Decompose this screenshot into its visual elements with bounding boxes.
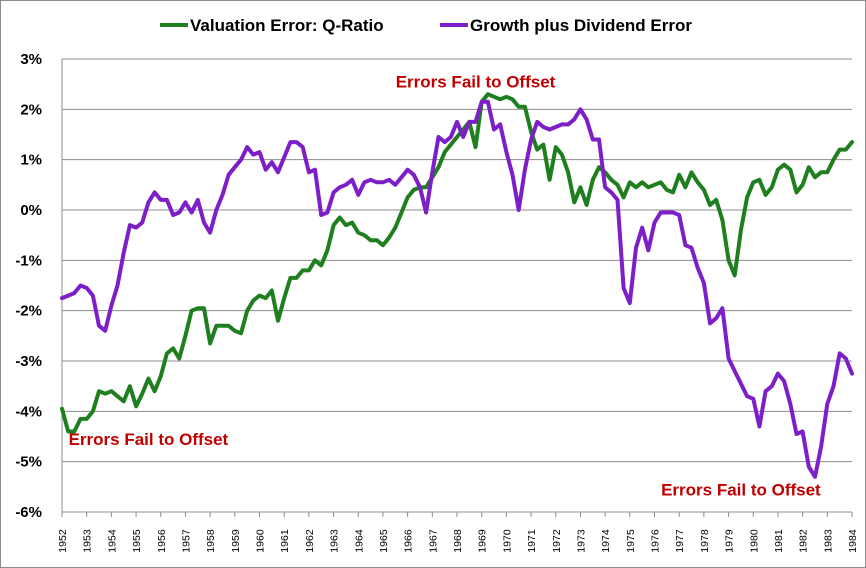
x-tick-label: 1966 — [403, 529, 415, 553]
y-tick-label: -1% — [15, 252, 42, 269]
x-tick-label: 1981 — [773, 529, 785, 553]
x-tick-label: 1952 — [57, 529, 69, 553]
x-tick-label: 1954 — [106, 529, 118, 553]
series-line-valuation-error — [60, 92, 854, 434]
x-tick-label: 1969 — [477, 529, 489, 553]
x-tick-label: 1983 — [822, 529, 834, 553]
x-tick-label: 1972 — [551, 529, 563, 553]
x-tick-label: 1953 — [82, 529, 94, 553]
series-line-growth-dividend-error — [60, 99, 854, 479]
x-tick-label: 1971 — [526, 529, 538, 553]
y-tick-label: -2% — [15, 303, 42, 320]
annotation-label: Errors Fail to Offset — [396, 73, 556, 92]
x-tick-label: 1980 — [748, 529, 760, 553]
x-tick-label: 1978 — [699, 529, 711, 553]
x-tick-label: 1982 — [798, 529, 810, 553]
y-axis-tick-labels: 3% 2% 1% 0% -1% -2% -3% -4% -5% -6% — [15, 51, 42, 521]
x-tick-label: 1961 — [279, 529, 291, 553]
x-tick-label: 1968 — [452, 529, 464, 553]
x-tick-label: 1975 — [625, 529, 637, 553]
y-tick-label: 2% — [20, 101, 42, 118]
x-tick-label: 1958 — [205, 529, 217, 553]
x-tick-label: 1967 — [427, 529, 439, 553]
annotations: Errors Fail to Offset Errors Fail to Offs… — [69, 73, 821, 500]
annotation-label: Errors Fail to Offset — [661, 480, 821, 499]
x-tick-label: 1973 — [575, 529, 587, 553]
annotation-label: Errors Fail to Offset — [69, 430, 229, 449]
y-tick-label: 3% — [20, 51, 42, 68]
x-tick-label: 1962 — [304, 529, 316, 553]
x-tick-label: 1965 — [378, 529, 390, 553]
y-tick-label: 1% — [20, 152, 42, 169]
x-tick-label: 1979 — [724, 529, 736, 553]
x-tick-label: 1984 — [847, 529, 859, 553]
legend: Valuation Error: Q-Ratio Growth plus Divi… — [160, 16, 692, 35]
x-tick-label: 1974 — [600, 529, 612, 553]
x-tick-label: 1970 — [501, 529, 513, 553]
series-lines — [60, 92, 854, 479]
legend-label: Growth plus Dividend Error — [470, 16, 692, 35]
x-tick-label: 1964 — [353, 529, 365, 553]
x-tick-label: 1976 — [650, 529, 662, 553]
x-tick-label: 1963 — [329, 529, 341, 553]
x-tick-label: 1957 — [180, 529, 192, 553]
axes — [61, 59, 853, 517]
x-tick-label: 1960 — [255, 529, 267, 553]
y-tick-label: -6% — [15, 504, 42, 521]
y-tick-label: -3% — [15, 353, 42, 370]
x-tick-label: 1959 — [230, 529, 242, 553]
x-tick-label: 1955 — [131, 529, 143, 553]
y-tick-label: 0% — [20, 202, 42, 219]
y-tick-label: -4% — [15, 403, 42, 420]
y-tick-label: -5% — [15, 454, 42, 471]
x-tick-label: 1956 — [156, 529, 168, 553]
x-axis-tick-labels: 1952 1953 1954 1955 1956 1957 1958 1959 1960 1961… — [57, 529, 859, 553]
legend-label: Valuation Error: Q-Ratio — [190, 16, 384, 35]
x-tick-label: 1977 — [674, 529, 686, 553]
